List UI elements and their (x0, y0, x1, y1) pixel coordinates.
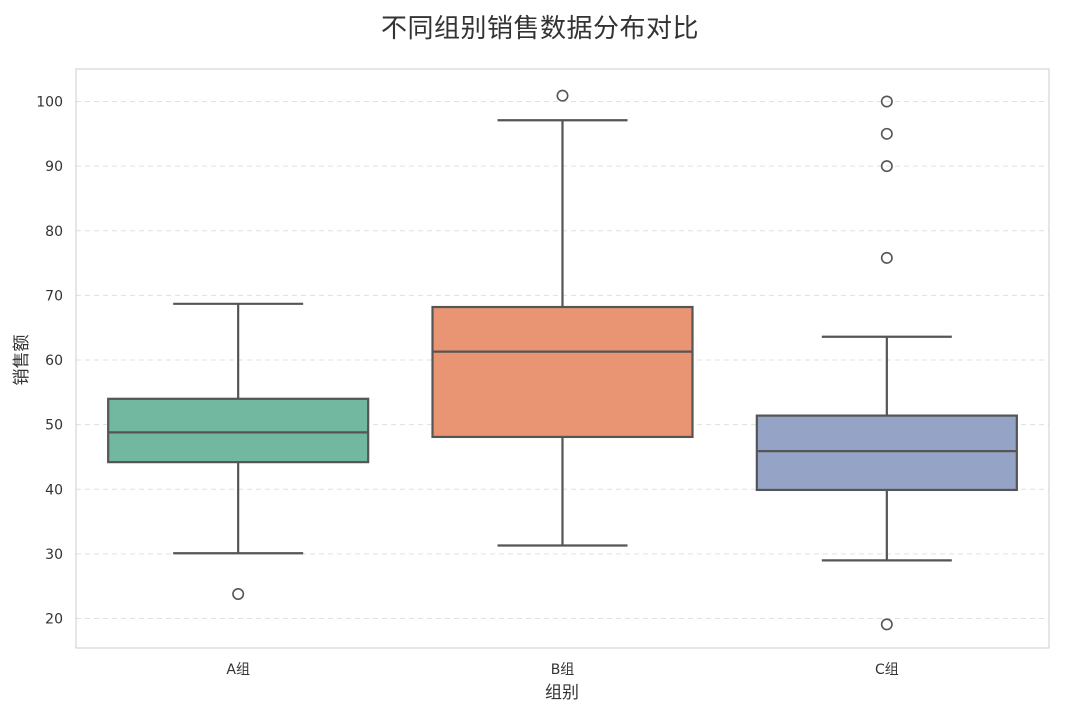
x-axis-label: 组别 (545, 683, 579, 703)
outlier-point (556, 89, 569, 102)
iqr-box (755, 414, 1018, 492)
iqr-box (107, 397, 370, 464)
y-tick-label: 60 (45, 353, 63, 369)
y-tick-label: 100 (36, 95, 63, 111)
x-axis-ticks: A组 B组 C组 (226, 662, 898, 678)
box-series (107, 89, 1018, 631)
y-tick-label: 40 (45, 482, 63, 498)
y-tick-label: 50 (45, 418, 63, 434)
y-axis-ticks: 20 30 40 50 60 70 80 90 100 (36, 95, 63, 628)
x-tick-label: B组 (551, 662, 575, 678)
y-tick-label: 30 (45, 547, 63, 563)
box-group (755, 95, 1018, 631)
y-axis-label: 销售额 (12, 335, 32, 386)
y-tick-label: 20 (45, 612, 63, 628)
x-tick-label: C组 (875, 662, 899, 678)
iqr-box (431, 305, 694, 439)
y-tick-label: 70 (45, 288, 63, 304)
y-tick-label: 90 (45, 159, 63, 175)
box-group (431, 89, 694, 547)
outlier-point (880, 95, 893, 108)
box-group (107, 302, 370, 600)
outlier-point (880, 127, 893, 140)
chart-title: 不同组别销售数据分布对比 (380, 14, 699, 44)
x-tick-label: A组 (226, 662, 250, 678)
plot-area-frame (75, 68, 1050, 649)
outlier-point (880, 251, 893, 264)
outlier-point (232, 587, 245, 600)
y-tick-label: 80 (45, 224, 63, 240)
outlier-point (880, 618, 893, 631)
outlier-point (880, 160, 893, 173)
